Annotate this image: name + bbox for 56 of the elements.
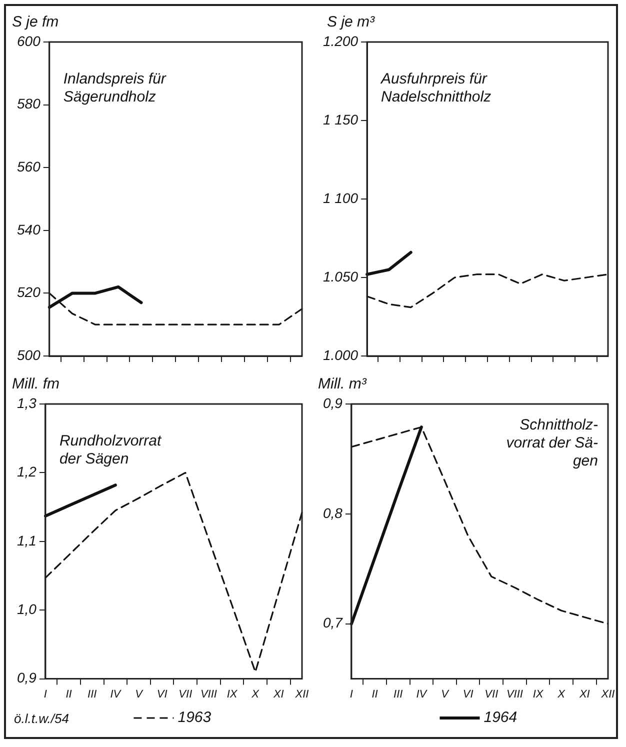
x-tick-label: XI [272, 688, 284, 700]
y-tick-label: 520 [17, 284, 41, 300]
x-tick-label: XII [600, 688, 615, 700]
y-tick-label: 1,0 [16, 600, 37, 617]
y-tick-label: 500 [17, 346, 41, 363]
x-tick-label: II [66, 688, 72, 700]
x-tick-label: VII [484, 688, 498, 700]
y-tick-label: 1.050 [322, 268, 358, 284]
x-tick-label: VIII [200, 688, 217, 700]
y-tick-label: 0,9 [16, 670, 37, 686]
x-tick-label: VI [462, 688, 474, 700]
x-tick-label: VII [178, 688, 192, 700]
y-tick-label: 1,2 [16, 464, 37, 480]
y-tick-label: 0,9 [322, 394, 343, 411]
y-tick-label: 1.200 [322, 32, 358, 49]
x-tick-label: IX [226, 688, 238, 700]
y-tick-label: 1,1 [16, 532, 36, 548]
x-tick-label: III [88, 688, 97, 700]
x-tick-label: II [372, 688, 378, 700]
y-axis-title: S je m³ [327, 14, 376, 31]
y-tick-label: 0,7 [322, 614, 344, 631]
y-tick-label: 580 [17, 96, 41, 112]
text: ö.l.t.w./54 [14, 711, 69, 726]
x-tick-label: XII [294, 688, 309, 700]
legend-label: 1964 [484, 709, 518, 726]
y-axis-title: Mill. fm [12, 376, 60, 393]
y-tick-label: 600 [17, 32, 41, 49]
y-axis-title: S je fm [12, 14, 59, 31]
y-tick-label: 560 [17, 158, 41, 174]
text: Inlandspreis für Sägerundholz [63, 70, 167, 106]
x-tick-label: V [135, 688, 144, 700]
text: Ausfuhrpreis für Nadelschnittholz [380, 70, 492, 106]
x-tick-label: IV [416, 688, 428, 700]
y-tick-label: 1.000 [322, 346, 358, 363]
y-tick-label: 0,8 [322, 504, 343, 521]
y-tick-label: 540 [17, 221, 41, 238]
x-tick-label: VIII [506, 688, 523, 700]
x-tick-label: I [350, 688, 353, 700]
x-tick-label: IV [110, 688, 122, 700]
line-series [366, 274, 609, 308]
x-tick-label: III [394, 688, 403, 700]
x-tick-label: IX [532, 688, 544, 700]
x-tick-label: VI [156, 688, 168, 700]
y-tick-label: 1 150 [322, 111, 358, 128]
x-tick-label: X [556, 688, 566, 700]
x-tick-label: V [441, 688, 450, 700]
y-tick-label: 1 100 [322, 190, 358, 206]
legend-label: 1963 [178, 709, 212, 726]
y-tick-label: 1,3 [16, 394, 37, 411]
line-series [44, 472, 303, 673]
text: Schnittholz- vorrat der Sä- gen [506, 416, 598, 470]
y-axis-title: Mill. m³ [318, 376, 368, 393]
x-tick-label: I [44, 688, 47, 700]
x-tick-label: XI [578, 688, 590, 700]
x-tick-label: X [250, 688, 260, 700]
text: Rundholzvorrat der Sägen [59, 432, 162, 468]
